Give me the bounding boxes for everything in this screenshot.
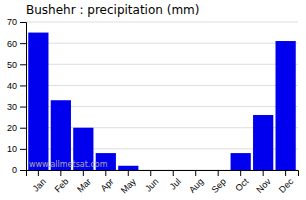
tick-label: Aug — [187, 176, 205, 194]
tick: Dec — [277, 170, 296, 195]
tick: Apr — [99, 170, 116, 193]
tick-mark — [20, 22, 26, 23]
tick-label: May — [119, 176, 138, 195]
tick: Aug — [187, 170, 205, 195]
tick-label: 50 — [7, 60, 17, 70]
tick: Oct — [233, 170, 250, 193]
tick-label: Apr — [99, 176, 116, 193]
tick-mark — [218, 170, 219, 176]
bar — [118, 166, 138, 170]
tick: 20 — [7, 123, 26, 133]
tick-label: Jun — [143, 176, 160, 193]
tick-label: Nov — [254, 176, 273, 195]
tick: Nov — [254, 170, 273, 195]
tick-mark — [105, 170, 106, 176]
tick: Jan — [31, 170, 48, 194]
tick-mark — [173, 170, 174, 176]
bar — [231, 153, 251, 170]
tick-label: Dec — [277, 176, 296, 195]
tick-mark — [240, 170, 241, 176]
grid-line — [26, 85, 298, 86]
grid — [26, 22, 298, 170]
axis-line — [27, 171, 299, 177]
tick: 40 — [7, 81, 26, 91]
tick-mark — [60, 170, 61, 176]
plot-area: 0 10 20 30 40 50 60 70 JanFeb Mar AprMay Jun Jul AugS… — [7, 17, 299, 195]
bar — [141, 170, 161, 171]
tick-mark — [263, 170, 264, 176]
tick-mark — [20, 43, 26, 44]
tick-mark — [20, 128, 26, 129]
tick-label: 40 — [7, 81, 17, 91]
tick: 50 — [7, 60, 26, 70]
tick-label: Feb — [52, 176, 70, 194]
tick-mark — [195, 170, 196, 176]
y-axis: 0 10 20 30 40 50 60 70 — [7, 17, 27, 175]
tick-mark — [150, 170, 151, 176]
bar — [208, 170, 228, 171]
tick-label: Jan — [31, 176, 48, 193]
bars — [28, 33, 296, 170]
tick-mark — [20, 170, 26, 171]
tick: 30 — [7, 102, 26, 112]
bar — [28, 33, 48, 170]
chart: 0 10 20 30 40 50 60 70 JanFeb Mar AprMay Jun Jul AugS… — [0, 0, 306, 200]
title: Bushehr : precipitation (mm) — [26, 3, 199, 17]
tick: 60 — [7, 39, 26, 49]
tick-mark — [20, 64, 26, 65]
tick: May — [119, 170, 138, 196]
grid-line — [26, 64, 298, 65]
tick: 70 — [7, 17, 26, 27]
tick-mark — [20, 85, 26, 86]
tick: Jun — [143, 170, 160, 194]
tick: 10 — [7, 144, 26, 154]
bar — [276, 41, 296, 170]
x-axis: JanFeb Mar AprMay Jun Jul AugSep OctNovDec — [27, 170, 299, 196]
tick: Feb — [52, 170, 70, 194]
bar — [253, 115, 273, 170]
watermark: www.allmetsat.com — [29, 160, 108, 169]
tick-mark — [38, 170, 39, 176]
grid-line — [26, 43, 298, 44]
tick-mark — [128, 170, 129, 176]
bar — [163, 170, 183, 171]
tick-mark — [83, 170, 84, 176]
tick-label: 20 — [7, 123, 17, 133]
tick-label: 10 — [7, 144, 17, 154]
tick-label: Jul — [168, 176, 183, 191]
bar — [186, 170, 206, 171]
tick-label: Sep — [209, 176, 227, 194]
tick: Mar — [75, 170, 93, 194]
tick-mark — [285, 170, 286, 176]
axis-line — [20, 23, 27, 171]
tick-label: Oct — [233, 176, 250, 193]
tick-mark — [20, 149, 26, 150]
tick: Jul — [168, 170, 183, 192]
tick-label: Mar — [75, 176, 93, 194]
tick-label: 0 — [12, 165, 17, 175]
tick-mark — [20, 107, 26, 108]
tick-label: 60 — [7, 39, 17, 49]
tick: 0 — [12, 165, 26, 175]
tick-label: 70 — [7, 17, 17, 27]
grid-line — [26, 22, 298, 23]
tick-label: 30 — [7, 102, 17, 112]
tick: Sep — [209, 170, 227, 195]
